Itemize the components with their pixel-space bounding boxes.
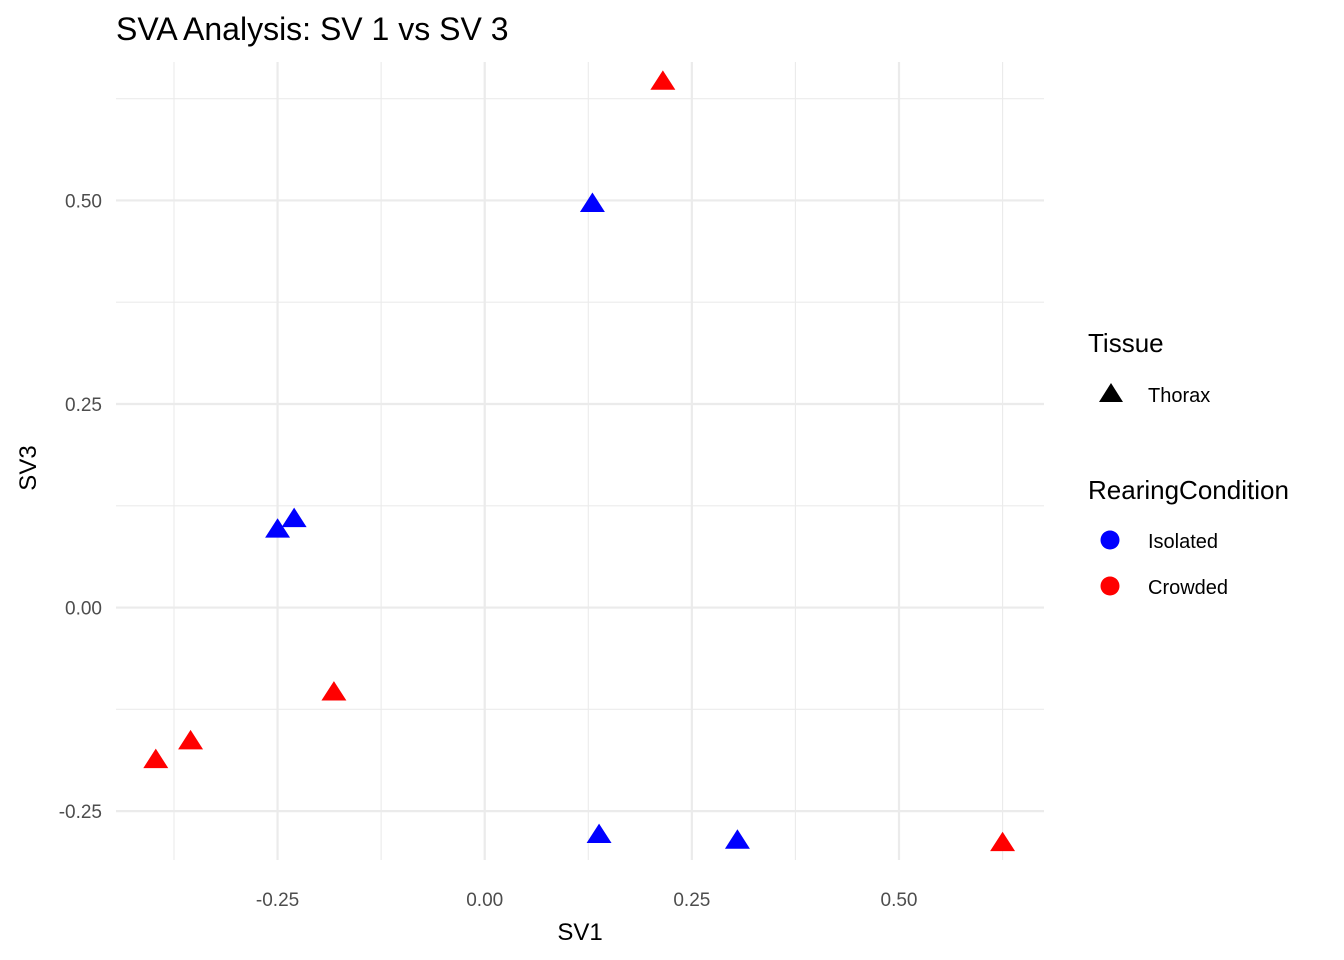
x-axis-title: SV1	[557, 919, 602, 946]
y-tick-label: -0.25	[59, 802, 102, 823]
legend-label-thorax: Thorax	[1148, 385, 1210, 407]
data-point-isolated	[724, 829, 750, 849]
y-tick-label: 0.25	[65, 395, 102, 416]
grid	[116, 62, 1044, 860]
tick-labels: -0.25 0.00 0.25 0.50 -0.25 0.00 0.25 0.50	[59, 191, 918, 911]
x-tick-label: 0.25	[673, 890, 710, 911]
data-point-crowded	[178, 729, 204, 750]
legend-title-rearingcondition: RearingCondition	[1088, 475, 1289, 505]
y-axis-title: SV3	[15, 445, 42, 490]
y-tick-label: 0.50	[65, 191, 102, 212]
legend-key-isolated-circle	[1100, 530, 1120, 550]
legend-label-isolated: Isolated	[1148, 531, 1218, 553]
data-point-isolated	[281, 507, 307, 528]
legend-key-thorax-triangle	[1099, 383, 1123, 402]
x-tick-label: -0.25	[256, 890, 299, 911]
data-points	[143, 70, 1016, 852]
data-point-crowded	[650, 70, 676, 90]
y-tick-label: 0.00	[65, 599, 102, 620]
legend-key-crowded-circle	[1100, 576, 1120, 596]
data-point-crowded	[990, 831, 1016, 852]
x-tick-label: 0.00	[466, 890, 503, 911]
data-point-crowded	[143, 748, 169, 769]
legend-title-tissue: Tissue	[1088, 328, 1164, 358]
legend: Tissue Thorax RearingCondition Isolated …	[1088, 328, 1289, 599]
data-point-isolated	[586, 823, 612, 844]
data-point-isolated	[265, 518, 291, 538]
x-tick-label: 0.50	[881, 890, 918, 911]
data-point-crowded	[321, 681, 347, 701]
legend-label-crowded: Crowded	[1148, 577, 1228, 599]
chart-title: SVA Analysis: SV 1 vs SV 3	[116, 11, 508, 47]
data-point-isolated	[579, 192, 605, 212]
